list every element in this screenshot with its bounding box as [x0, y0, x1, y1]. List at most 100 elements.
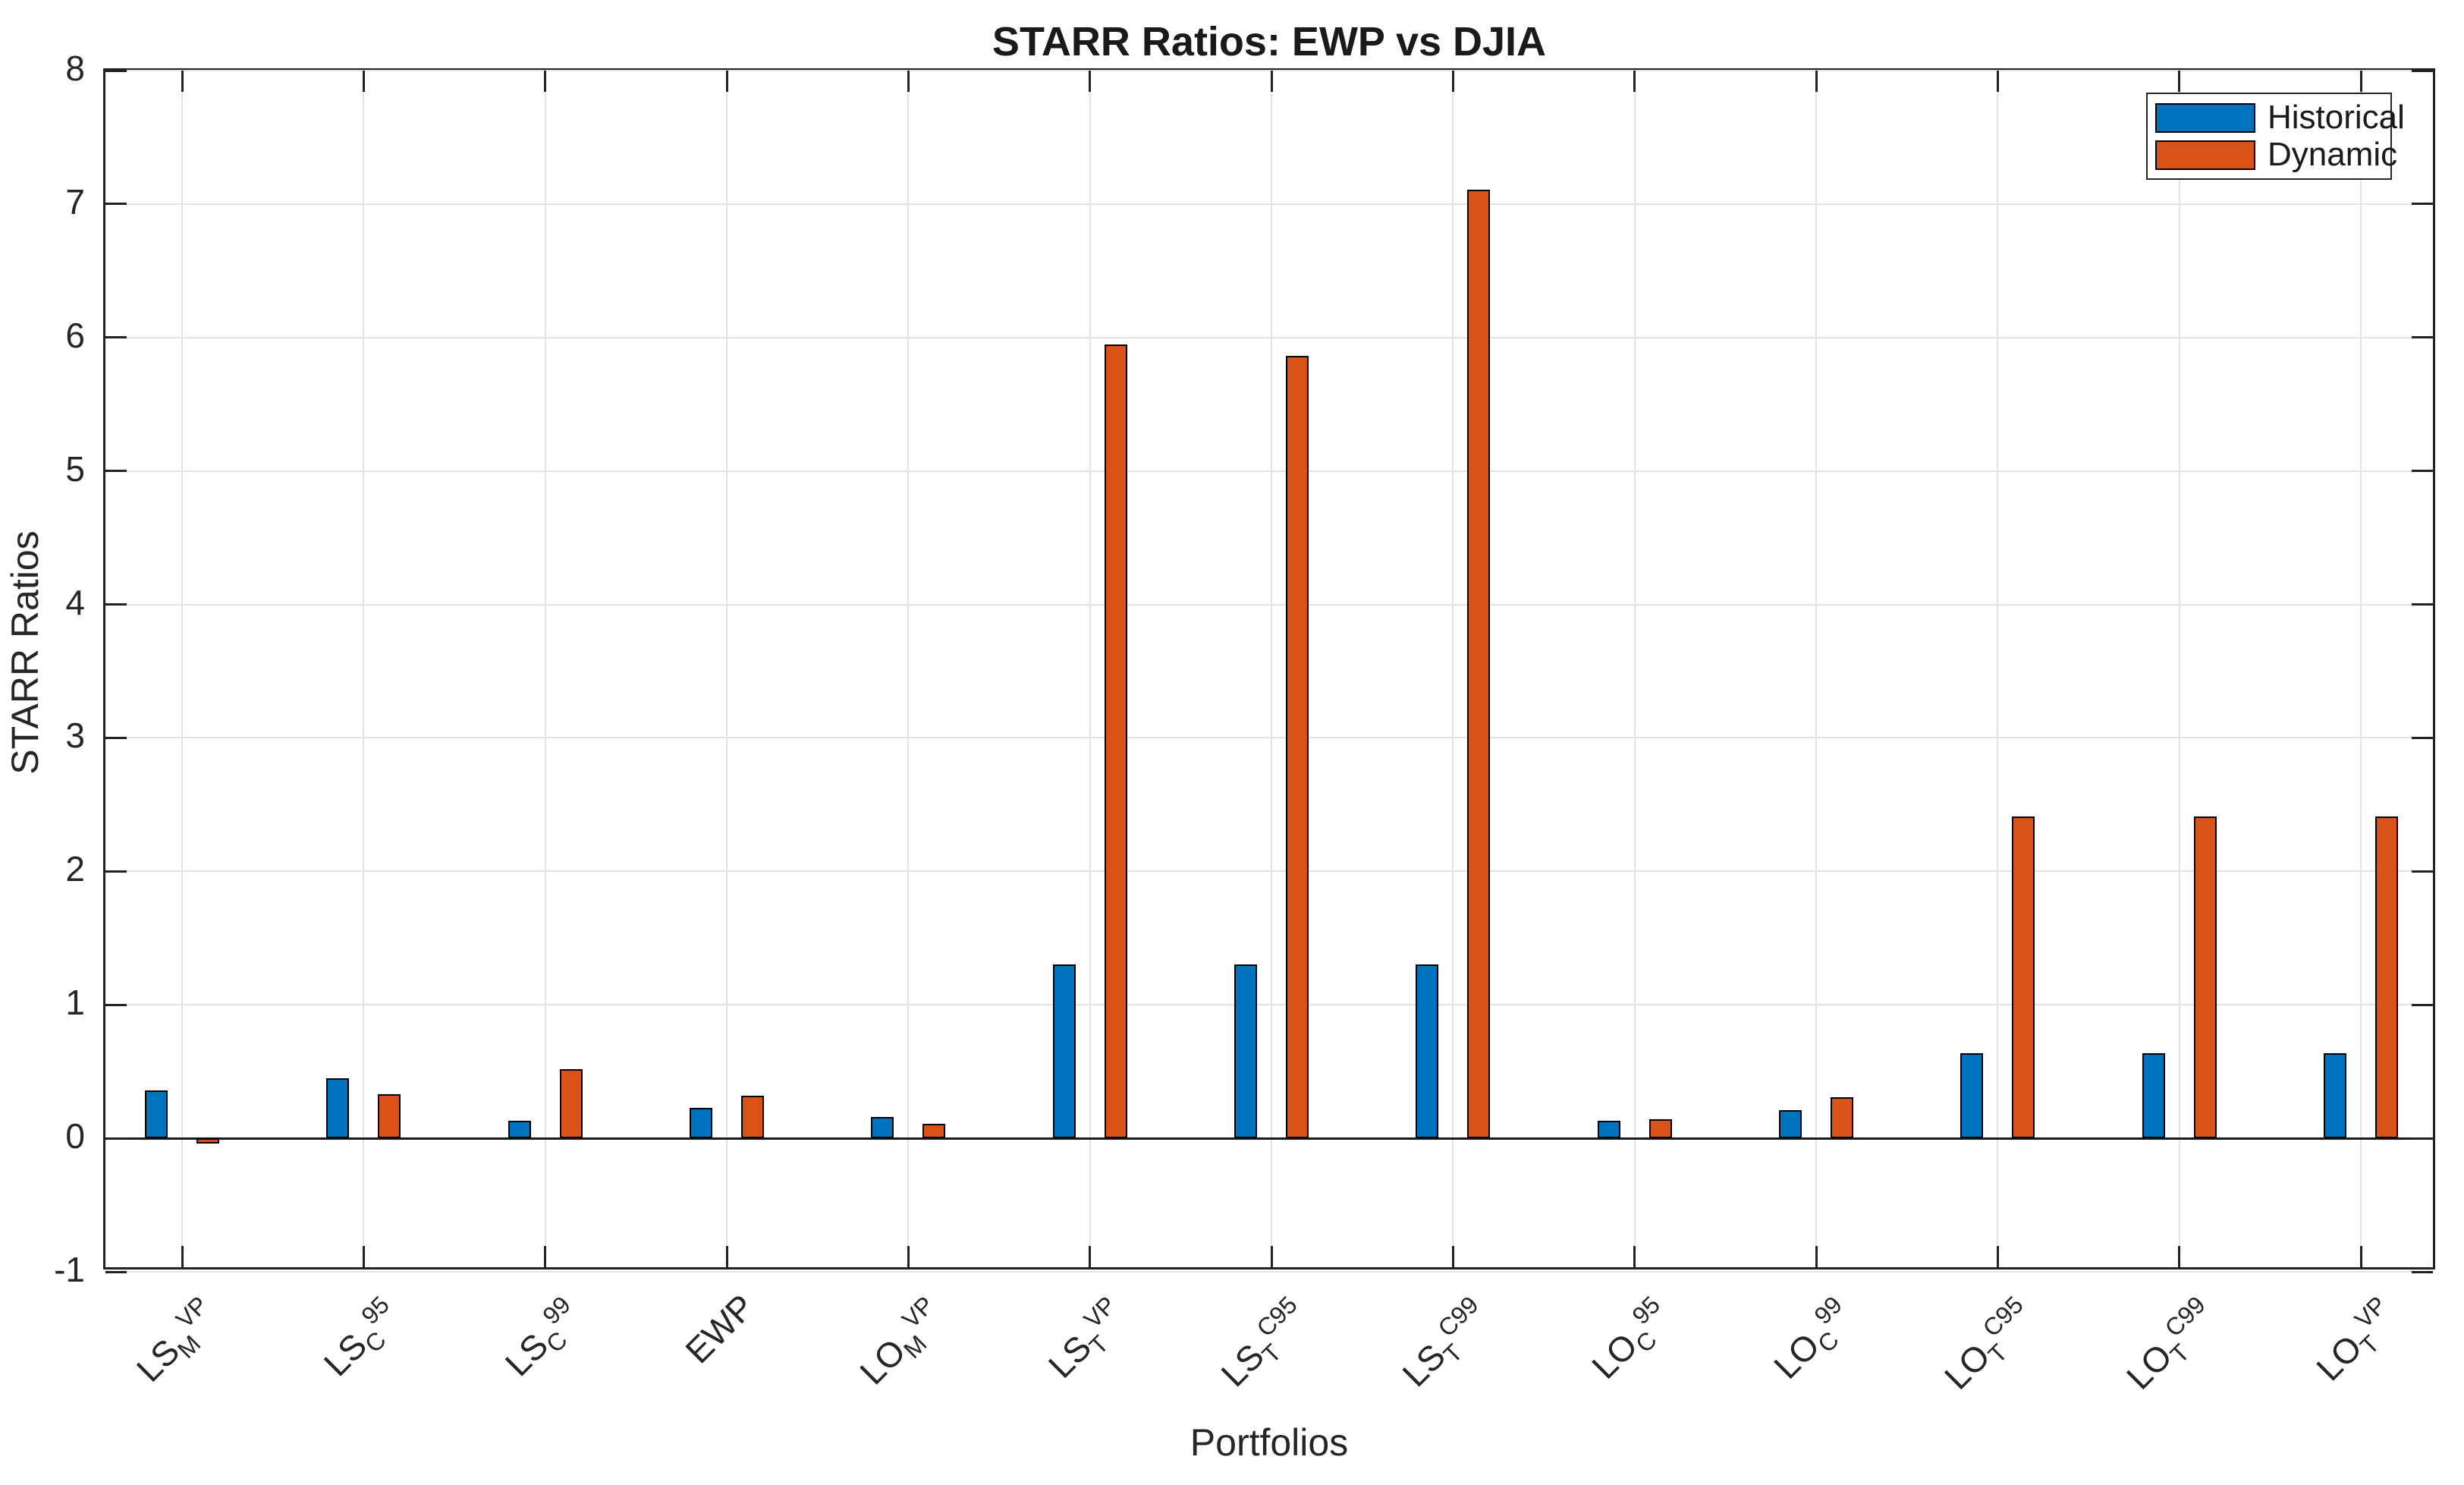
- x-axis-tick: [181, 71, 184, 92]
- bar-historical: [145, 1090, 168, 1139]
- y-axis-tick: [2412, 203, 2433, 206]
- y-tick-label: 1: [65, 983, 85, 1023]
- x-axis-tick: [2359, 1246, 2362, 1267]
- bar-historical: [1960, 1052, 1984, 1139]
- x-axis-tick: [362, 71, 365, 92]
- y-axis-tick: [2412, 470, 2433, 473]
- x-tick-label: LOTC99: [2118, 1291, 2211, 1397]
- x-axis-tick: [1451, 71, 1454, 92]
- v-gridline: [181, 71, 183, 1267]
- bar-dynamic: [559, 1068, 583, 1139]
- y-axis-tick: [2412, 736, 2433, 739]
- y-axis-tick: [105, 203, 127, 206]
- bar-dynamic: [2375, 816, 2398, 1139]
- h-gridline: [105, 336, 2433, 338]
- y-tick-label: 5: [65, 448, 85, 489]
- y-axis-tick: [2412, 69, 2433, 72]
- x-axis-tick: [2178, 71, 2181, 92]
- h-gridline: [105, 1271, 2433, 1273]
- y-axis-tick: [105, 1137, 127, 1140]
- h-gridline: [105, 737, 2433, 739]
- x-axis-tick: [544, 1246, 547, 1267]
- bar-dynamic: [922, 1123, 946, 1139]
- y-tick-label: 7: [65, 181, 85, 222]
- v-gridline: [2178, 71, 2180, 1267]
- v-gridline: [1452, 71, 1454, 1267]
- h-gridline: [105, 203, 2433, 205]
- bar-historical: [1597, 1121, 1620, 1139]
- v-gridline: [1271, 71, 1272, 1267]
- x-axis-tick: [1633, 1246, 1636, 1267]
- chart-title: STARR Ratios: EWP vs DJIA: [992, 19, 1547, 64]
- x-axis-tick: [1996, 71, 1999, 92]
- y-tick-label: 3: [65, 716, 85, 756]
- bar-dynamic: [196, 1138, 219, 1144]
- x-axis-tick: [725, 1246, 728, 1267]
- bar-dynamic: [2193, 816, 2217, 1139]
- x-tick-label: LSC99: [498, 1291, 577, 1384]
- x-axis-label: Portfolios: [1190, 1421, 1349, 1464]
- x-tick-label: LOC95: [1584, 1291, 1666, 1386]
- h-gridline: [105, 470, 2433, 472]
- bar-historical: [1052, 964, 1076, 1139]
- y-axis-tick: [2412, 870, 2433, 873]
- x-tick-label: LOMVP: [852, 1291, 940, 1392]
- h-gridline: [105, 1004, 2433, 1006]
- x-axis-tick: [907, 1246, 910, 1267]
- v-gridline: [1997, 71, 1999, 1267]
- x-tick-label: LOTC95: [1937, 1291, 2029, 1397]
- bar-dynamic: [2012, 816, 2035, 1139]
- y-tick-label: 4: [65, 582, 85, 622]
- bar-historical: [2142, 1052, 2165, 1139]
- x-axis-tick: [1996, 1246, 1999, 1267]
- h-gridline: [105, 870, 2433, 873]
- y-axis-tick: [105, 1270, 127, 1273]
- x-axis-tick: [544, 71, 547, 92]
- plot-area: [103, 68, 2435, 1273]
- bar-historical: [326, 1078, 350, 1139]
- y-tick-label: 8: [65, 49, 85, 88]
- y-axis-tick: [105, 603, 127, 606]
- x-axis-tick: [1815, 71, 1818, 92]
- legend-item-dynamic: Dynamic: [2155, 138, 2397, 171]
- v-gridline: [1089, 71, 1091, 1267]
- y-tick-label: 6: [65, 315, 85, 355]
- bar-historical: [1779, 1110, 1802, 1139]
- y-axis-tick: [105, 336, 127, 339]
- h-gridline: [105, 603, 2433, 606]
- legend: Historical Dynamic: [2146, 93, 2405, 180]
- x-tick-label: LSTC99: [1394, 1291, 1485, 1395]
- x-tick-label: LSTVP: [1040, 1291, 1121, 1386]
- x-tick-label: LSMVP: [128, 1291, 213, 1389]
- x-axis-tick: [907, 71, 910, 92]
- h-gridline: [105, 70, 2433, 71]
- bar-dynamic: [1286, 356, 1309, 1139]
- bar-historical: [690, 1107, 712, 1139]
- x-axis-tick: [181, 1246, 184, 1267]
- y-axis-tick: [2412, 1003, 2433, 1006]
- legend-item-historical: Historical: [2155, 101, 2405, 134]
- v-gridline: [2360, 71, 2362, 1267]
- x-axis-tick: [725, 71, 728, 92]
- legend-label-historical: Historical: [2268, 99, 2405, 136]
- legend-label-dynamic: Dynamic: [2268, 136, 2398, 173]
- x-axis-tick: [1633, 71, 1636, 92]
- bar-dynamic: [1104, 344, 1127, 1139]
- x-tick-label: EWP: [677, 1286, 762, 1371]
- y-tick-label: -1: [54, 1250, 85, 1289]
- x-tick-label: LOC99: [1765, 1291, 1847, 1386]
- v-gridline: [1815, 71, 1817, 1267]
- bar-historical: [1416, 964, 1439, 1139]
- x-axis-tick: [2359, 71, 2362, 92]
- x-tick-label: LOTVP: [2308, 1291, 2392, 1389]
- legend-swatch-historical: [2155, 102, 2255, 133]
- x-axis-tick: [1089, 1246, 1092, 1267]
- y-axis-tick: [105, 470, 127, 473]
- x-axis-tick: [1089, 71, 1092, 92]
- y-axis-tick: [2412, 1137, 2433, 1140]
- y-axis-tick: [2412, 603, 2433, 606]
- bar-dynamic: [1648, 1119, 1672, 1139]
- y-axis-tick: [2412, 1270, 2433, 1273]
- bar-historical: [2324, 1052, 2346, 1139]
